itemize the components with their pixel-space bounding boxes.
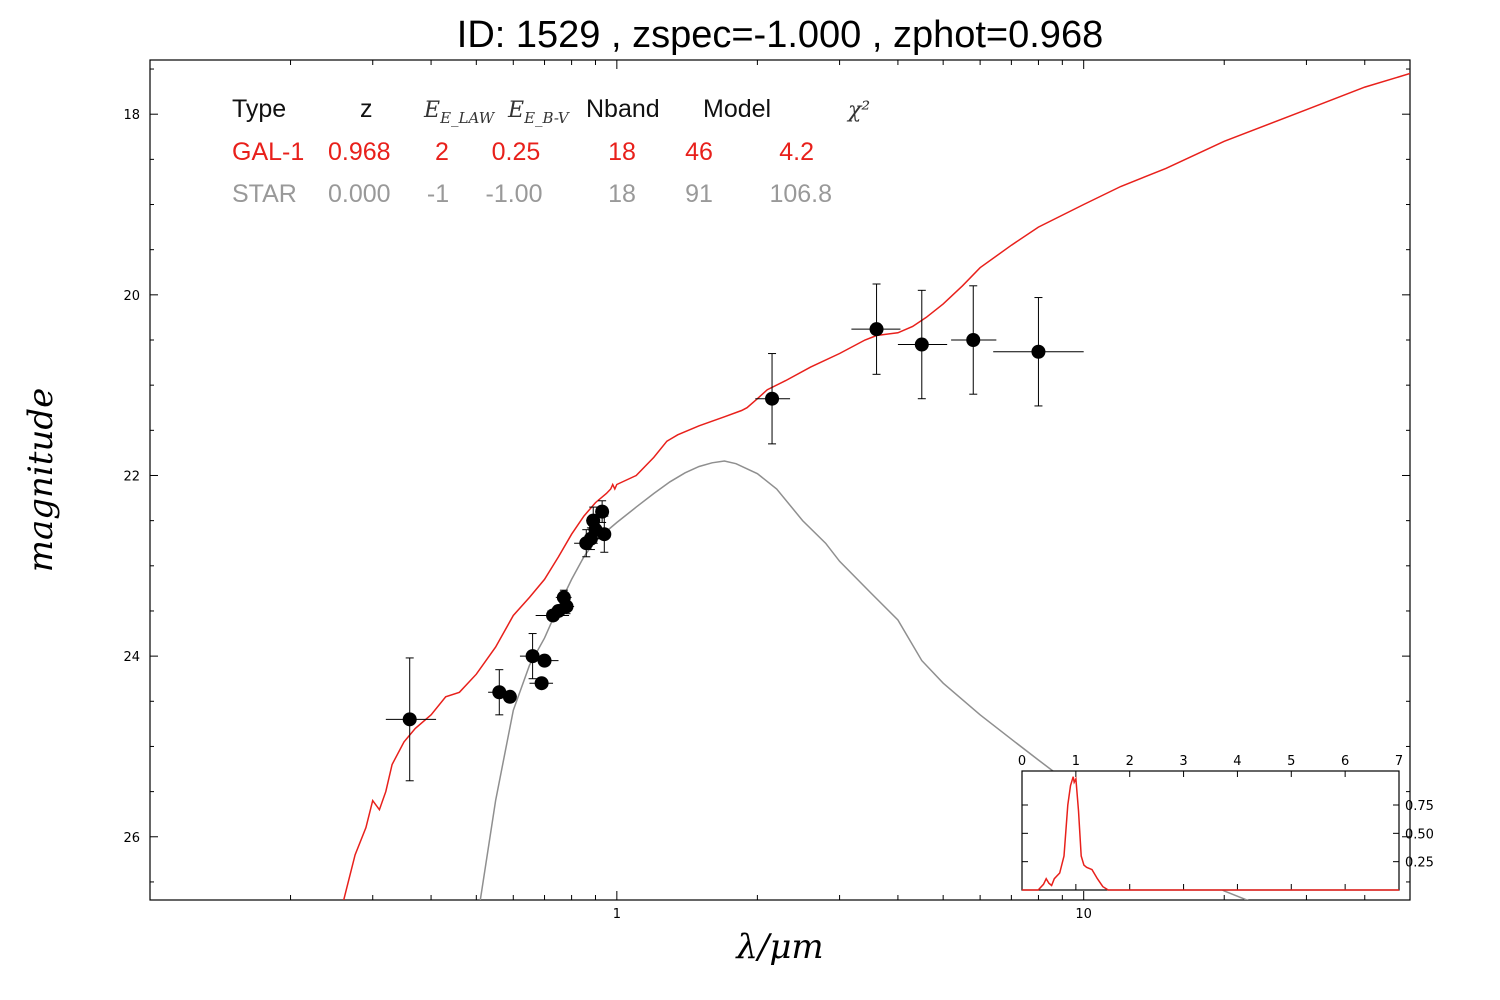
data-point-marker — [765, 391, 780, 406]
photometry-point — [529, 653, 559, 668]
series-layer — [342, 72, 1410, 900]
y-tick-label: 20 — [123, 289, 140, 304]
y-axis-label: magnitude — [21, 388, 61, 573]
table-header-nband: Nband — [586, 95, 660, 123]
inset-x-tick-label: 5 — [1287, 754, 1295, 769]
star-row-elaw: -1 — [427, 180, 449, 208]
x-axis: 1 10 — [290, 60, 1366, 922]
gal-row-z: 0.968 — [328, 138, 391, 166]
data-point-marker — [966, 333, 981, 347]
photometry-point — [951, 285, 997, 395]
table-header-ebv: EE_B-V — [507, 98, 571, 127]
x-tick-label: 10 — [1075, 907, 1092, 922]
data-point-marker — [1031, 344, 1046, 359]
photometry-point — [529, 676, 554, 691]
x-tick-label: 1 — [613, 907, 621, 922]
data-point-marker — [559, 599, 574, 614]
inset-x-tick-label: 3 — [1179, 754, 1187, 769]
data-point-marker — [525, 649, 540, 664]
photometry-point — [597, 515, 612, 553]
inset-x-tick-label: 4 — [1233, 754, 1241, 769]
star-row-z: 0.000 — [328, 180, 391, 208]
data-point-marker — [914, 337, 929, 352]
inset-y-tick-label: 0.25 — [1405, 856, 1434, 871]
inset-y-tick-label: 0.50 — [1405, 827, 1434, 842]
gal-row-ebv: 0.25 — [492, 138, 541, 166]
x-axis-label: λ/μm — [734, 927, 823, 967]
pdz-line — [1022, 776, 1399, 891]
photometry-point — [897, 289, 948, 400]
photometry-point — [755, 353, 791, 445]
data-point-marker — [869, 322, 884, 337]
gal-row-model: 46 — [685, 138, 713, 166]
table-header-z: z — [360, 95, 373, 123]
table-header-elaw: EE_LAW — [423, 98, 496, 127]
pdz-inset: 0 1 2 3 4 5 6 7 0.25 0.50 0.75 — [1018, 754, 1434, 891]
photometry-point — [993, 297, 1084, 407]
y-tick-label: 22 — [123, 469, 140, 484]
inset-frame — [1021, 770, 1400, 891]
chart-title: ID: 1529 , zspec=-1.000 , zphot=0.968 — [456, 14, 1104, 56]
galaxy-template-line — [342, 72, 1410, 900]
y-tick-label: 18 — [123, 108, 140, 123]
inset-series — [1022, 776, 1399, 891]
gal-row-type: GAL-1 — [232, 138, 304, 166]
star-template-line — [479, 460, 1249, 900]
inset-axes: 0 1 2 3 4 5 6 7 0.25 0.50 0.75 — [1018, 754, 1434, 890]
table-header-model: Model — [703, 95, 771, 123]
photometry-points — [385, 283, 1084, 782]
data-point-marker — [537, 653, 552, 668]
data-point-marker — [595, 504, 610, 519]
legend-table: Type z EE_LAW EE_B-V Nband Model χ² GAL-… — [232, 95, 870, 208]
inset-x-tick-label: 7 — [1395, 754, 1403, 769]
y-tick-label: 24 — [123, 650, 140, 665]
photometry-point — [385, 657, 437, 782]
star-row-ebv: -1.00 — [486, 180, 543, 208]
gal-row-elaw: 2 — [435, 138, 449, 166]
star-row-chi2: 106.8 — [769, 180, 832, 208]
data-point-marker — [502, 689, 517, 704]
gal-row-chi2: 4.2 — [779, 138, 814, 166]
star-row-type: STAR — [232, 180, 297, 208]
inset-x-tick-label: 6 — [1341, 754, 1349, 769]
inset-y-tick-label: 0.75 — [1405, 799, 1434, 814]
table-header-type: Type — [232, 95, 286, 123]
star-row-model: 91 — [685, 180, 713, 208]
photometry-point — [502, 689, 517, 704]
photometry-point — [851, 283, 901, 375]
photometry-point — [558, 598, 575, 615]
plot-frame — [149, 59, 1411, 901]
star-row-nband: 18 — [608, 180, 636, 208]
gal-row-nband: 18 — [608, 138, 636, 166]
inset-x-tick-label: 1 — [1072, 754, 1080, 769]
data-point-marker — [402, 712, 417, 727]
y-tick-label: 26 — [123, 831, 140, 846]
inset-x-tick-label: 0 — [1018, 754, 1026, 769]
table-header-chi2: χ² — [846, 98, 870, 123]
data-point-marker — [534, 676, 549, 691]
photometry-point — [595, 500, 610, 523]
inset-x-tick-label: 2 — [1126, 754, 1134, 769]
data-point-marker — [492, 685, 507, 700]
data-point-marker — [597, 527, 612, 542]
